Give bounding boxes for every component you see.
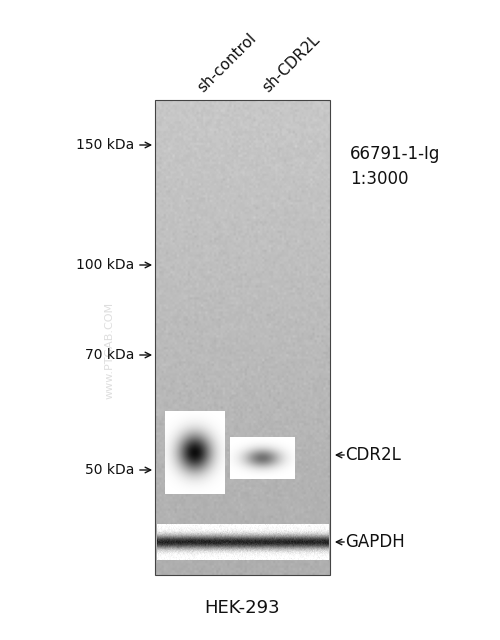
Text: 150 kDa: 150 kDa [76,138,134,152]
Text: www.PTGAB.COM: www.PTGAB.COM [105,301,115,399]
Text: 50 kDa: 50 kDa [84,463,134,477]
Text: sh-control: sh-control [194,31,259,95]
Text: CDR2L: CDR2L [345,446,401,464]
Text: 66791-1-Ig
1:3000: 66791-1-Ig 1:3000 [350,145,440,188]
Text: 70 kDa: 70 kDa [84,348,134,362]
Text: sh-CDR2L: sh-CDR2L [260,32,322,95]
Text: 100 kDa: 100 kDa [76,258,134,272]
Text: HEK-293: HEK-293 [204,599,280,617]
Bar [155,100,330,575]
Text: GAPDH: GAPDH [345,533,405,551]
